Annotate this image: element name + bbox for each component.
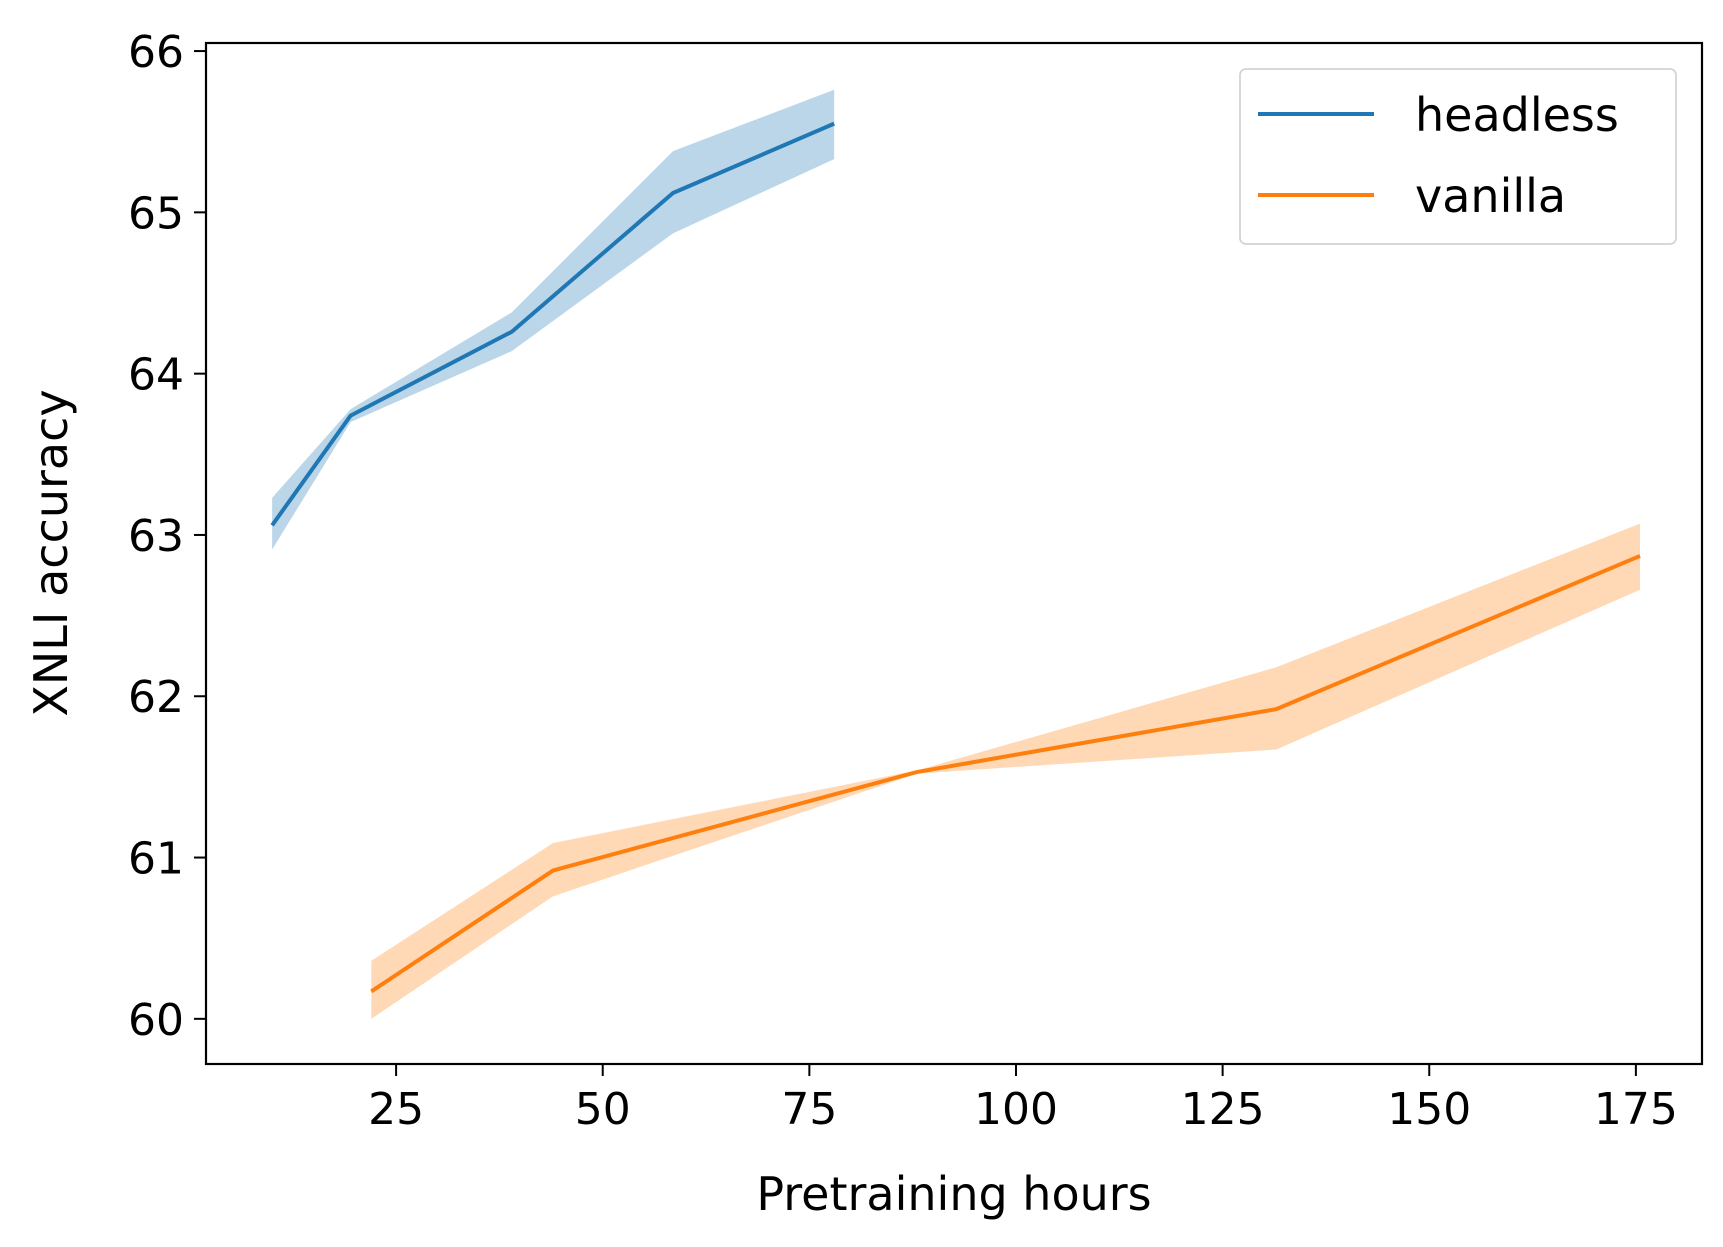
x-tick-label: 125 — [1181, 1084, 1265, 1135]
band-vanilla — [371, 523, 1641, 1019]
x-tick-label: 175 — [1594, 1084, 1678, 1135]
y-tick-label: 60 — [128, 995, 184, 1046]
x-tick-label: 25 — [368, 1084, 424, 1135]
x-axis-ticks: 25 50 75 100 125 150 175 — [368, 1064, 1678, 1135]
series-line-vanilla — [370, 554, 1641, 994]
x-axis-title: Pretraining hours — [756, 1167, 1151, 1221]
y-tick-label: 64 — [128, 350, 184, 401]
y-axis-title: XNLI accuracy — [24, 389, 78, 716]
x-tick-label: 50 — [575, 1084, 631, 1135]
y-tick-label: 65 — [128, 188, 184, 239]
x-tick-label: 150 — [1387, 1084, 1471, 1135]
legend-label-vanilla: vanilla — [1415, 169, 1566, 223]
y-tick-label: 61 — [128, 834, 184, 885]
y-axis-ticks: 60 61 62 63 64 65 66 — [128, 27, 206, 1046]
legend-label-headless: headless — [1415, 88, 1619, 142]
legend: headless vanilla — [1239, 68, 1677, 245]
series-lines — [270, 121, 1641, 994]
band-headless — [272, 89, 835, 550]
y-tick-label: 66 — [128, 27, 184, 78]
x-tick-label: 100 — [974, 1084, 1058, 1135]
series-line-headless — [270, 121, 835, 527]
x-tick-label: 75 — [781, 1084, 837, 1135]
confidence-bands — [272, 89, 1641, 1019]
plot-frame — [204, 41, 1704, 1066]
y-tick-label: 63 — [128, 511, 184, 562]
y-tick-label: 62 — [128, 672, 184, 723]
